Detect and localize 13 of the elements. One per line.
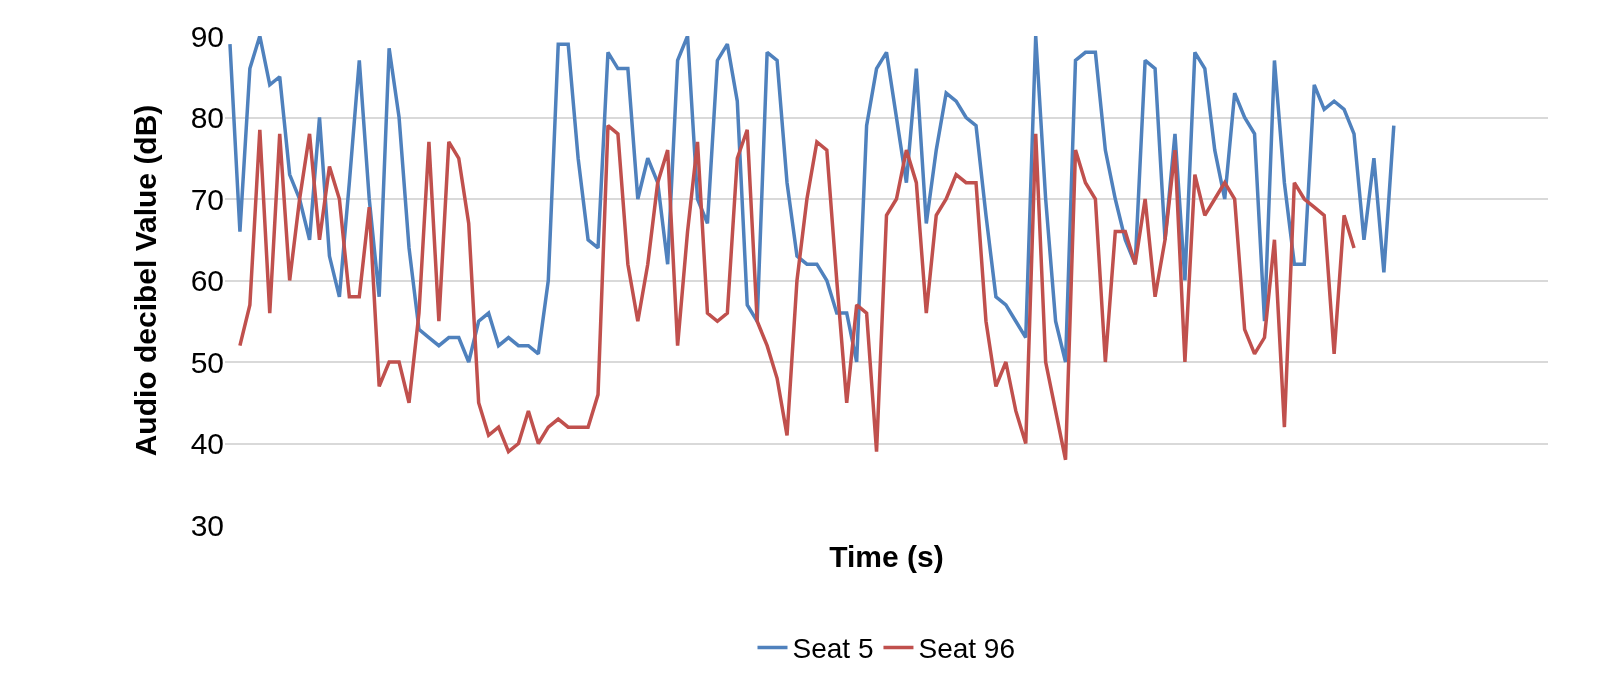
legend-label: Seat 96 — [918, 633, 1015, 665]
line-series — [228, 36, 1396, 364]
y-tick-label: 40 — [190, 427, 224, 460]
y-tick-label: 70 — [190, 182, 224, 216]
y-tick-label: 80 — [190, 101, 224, 134]
x-axis-title: Time (s) — [829, 539, 944, 573]
y-axis-title: Audio decibel Value (dB) — [128, 104, 162, 457]
y-tick-label: 50 — [190, 345, 224, 379]
y-tick-label: 90 — [190, 19, 224, 53]
legend-label: Seat 5 — [792, 633, 874, 665]
y-tick-label: 60 — [190, 264, 224, 297]
line-series — [238, 123, 1356, 462]
y-tick-label: 30 — [190, 508, 224, 542]
